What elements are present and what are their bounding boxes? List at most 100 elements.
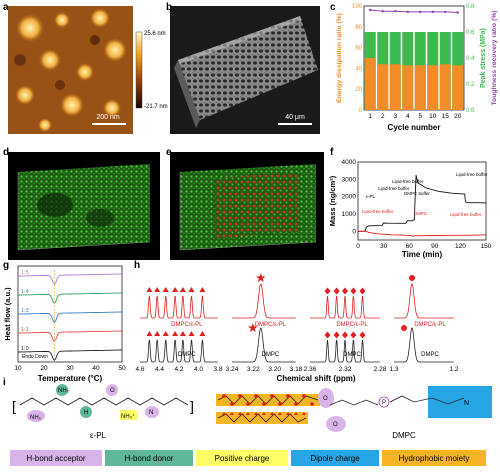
energy-dissipation-bar (377, 64, 389, 110)
chart-f-xtick: 60 (406, 243, 414, 250)
nmr-spectrum-mix (140, 295, 218, 319)
panel-label-h: h (134, 260, 140, 271)
chart-c-xtick: 4 (406, 113, 410, 120)
f-annot-lf3: Lipid-free buffer (456, 172, 488, 177)
afm-scale-max: 25.6 nm (144, 31, 166, 37)
nmr-label-mix: DMPC/ε-PL (171, 322, 203, 328)
dmpc-tail-1 (216, 394, 320, 406)
nmr-star-marker (256, 273, 266, 282)
epl-hbond-acceptor-3 (145, 406, 159, 418)
legend-swatch (382, 450, 486, 466)
nmr-label-mix: DMPC/ε-PL (336, 322, 368, 328)
panel-label-e: e (166, 147, 172, 158)
panel-label-d: d (3, 147, 9, 158)
nmr-spectrum-dmpc (310, 339, 380, 363)
nmr-xtick: 2.28 (374, 366, 387, 373)
chart-c-ytick-left: 60 (355, 46, 362, 52)
chart-c-xtick: 20 (454, 113, 462, 120)
chart-dsc: 1:5 1:4 1:3 1:1 1:0 10 20 30 40 50 Temperature (… (3, 265, 126, 383)
chart-g-xlabel: Temperature (°C) (38, 374, 103, 383)
chart-g-endo: Endo Down (22, 354, 48, 360)
nmr-diamond-marker (342, 331, 348, 339)
epl-nh2-b: NH₂ (58, 388, 70, 394)
chart-c-ytick-mid: 0.4 (466, 56, 475, 62)
energy-dissipation-bar (452, 65, 464, 110)
dmpc-tail-marker (286, 412, 290, 415)
chart-f-ytick: 1000 (342, 211, 357, 218)
nmr-triangle-marker (172, 331, 179, 336)
chart-c-xtick: 1 (368, 113, 372, 120)
nmr-xtick: 3.8 (213, 366, 222, 373)
panel-label-f: f (330, 147, 334, 158)
nmr-xtick: 3.24 (226, 366, 239, 373)
dmpc-tail-marker (222, 394, 226, 398)
nmr-diamond-marker (333, 331, 340, 339)
epl-bracket-left: [ (12, 398, 16, 414)
nmr-xtick: 4.4 (155, 366, 164, 373)
nmr-xtick: 2.32 (339, 366, 352, 373)
chart-f-xtick: 30 (380, 243, 388, 250)
chart-f-frame (357, 161, 487, 241)
dmpc-tail-marker (302, 412, 306, 415)
dmpc-tail-marker (262, 412, 266, 415)
epl-backbone (19, 397, 189, 406)
epl-hbond-donor-1 (56, 384, 68, 396)
dsc-curve (18, 349, 122, 362)
f-annot-dmpc1: DMPC buffer (404, 191, 430, 196)
nmr-xtick: 4.2 (174, 366, 183, 373)
epl-hbond-acceptor-1 (27, 410, 45, 422)
nmr-xtick: 2.36 (304, 366, 317, 373)
chart-f-xtick: 0 (356, 243, 360, 250)
chart-c-frame (363, 5, 465, 111)
chart-c-ylabel-mid: Peak stress (MPa) (480, 28, 487, 88)
chart-g-xtick: 50 (118, 365, 126, 372)
epl-n-atom: N (149, 410, 153, 416)
dmpc-n-atom: N (464, 400, 469, 407)
nmr-diamond-marker (359, 287, 366, 295)
chart-g-ylabel: Heat flow (a.u.) (3, 287, 12, 341)
legend-label: H-bond donor (125, 454, 174, 463)
chart-c-ytick-mid: 0.2 (466, 82, 475, 88)
dmpc-tail-marker (254, 394, 258, 398)
energy-dissipation-bar (439, 64, 451, 110)
nmr-xtick: 4.6 (135, 366, 144, 373)
epl-nh2-a: NH₂ (30, 415, 42, 421)
chart-nmr: DMPC/ε-PL DMPC 4.6 4.4 4.2 4.0 3.8 DMPC/ε-PL DMP… (135, 273, 459, 383)
dmpc-tail-marker (230, 402, 234, 406)
f-annot-lf1: Lipid-free buffer (378, 186, 410, 191)
nmr-triangle-marker (162, 287, 169, 292)
nmr-triangle-marker (179, 331, 186, 336)
dmpc-tail-marker (246, 412, 250, 415)
afm-image: 200 nm (8, 6, 133, 134)
chart-c-xtick: 5 (418, 113, 422, 120)
chart-c-xtick: 3 (393, 113, 397, 120)
panel-label-c: c (330, 2, 336, 13)
nmr-diamond-marker (350, 331, 357, 339)
epl-o-atom: O (110, 388, 115, 394)
toughness-point (431, 10, 434, 14)
nmr-diamond-marker (333, 287, 340, 295)
toughness-point (419, 10, 422, 14)
f-annot-dmpc2: DMPC (414, 211, 428, 216)
nmr-dot-marker (409, 275, 415, 281)
epl-h-atom-1: H (84, 410, 88, 416)
chart-f-ytick: 0 (352, 228, 356, 235)
nmr-spectrum-mix (232, 283, 296, 319)
nmr-diamond-marker (324, 287, 331, 295)
chart-c-xtick: 15 (442, 113, 450, 120)
dmpc-tail-marker (286, 394, 290, 398)
legend-label: H-bond acceptor (26, 454, 85, 463)
chart-c-ytick-left: 80 (355, 25, 362, 31)
dsc-curve-label: 1:1 (21, 327, 29, 333)
nmr-triangle-marker (199, 287, 206, 292)
f-annot-lfred: Lipid-free buffer (450, 212, 482, 217)
dmpc-tail-marker (270, 412, 274, 415)
structures: [ ] NH₂ NH₂ H O NH₃⁺ N ε-PL O O P N DMPC… (10, 384, 492, 466)
nmr-triangle-marker (188, 331, 195, 336)
nmr-xtick: 4.0 (194, 366, 203, 373)
afm-scale-min: -21.7 nm (144, 104, 168, 110)
panel-label-i: i (3, 377, 6, 388)
chart-f-ytick: 2000 (342, 194, 357, 201)
nmr-triangle-marker (154, 287, 161, 292)
